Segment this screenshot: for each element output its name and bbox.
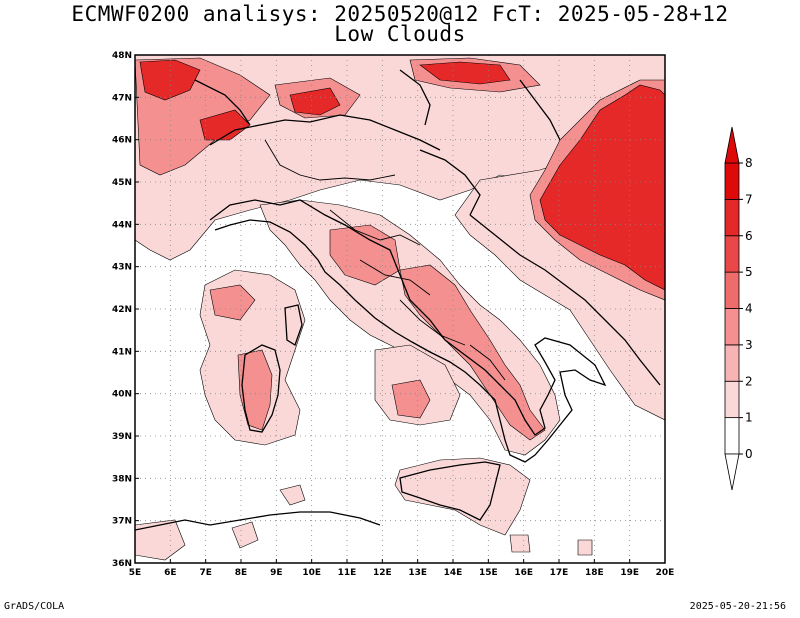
longitude-labels: 5E 6E 7E 8E 9E 10E 11E 12E 13E 14E 15E 16E 17E 18E 19E… — [129, 559, 675, 578]
lat-tick-label: 40N — [112, 390, 132, 400]
colorbar-segment — [724, 380, 740, 419]
lon-tick-label: 20E — [656, 568, 675, 578]
lat-tick-label: 38N — [112, 474, 132, 484]
colorbar-label: 3 — [745, 338, 753, 352]
colorbar-segment — [724, 308, 740, 346]
colorbar-label: 4 — [745, 302, 753, 316]
colorbar-label: 1 — [745, 411, 753, 425]
lon-tick-label: 11E — [338, 568, 357, 578]
lon-tick-label: 8E — [235, 568, 247, 578]
colorbar-segment — [724, 271, 740, 309]
lat-tick-label: 46N — [112, 136, 132, 146]
colorbar-min-arrow — [724, 453, 740, 491]
lon-tick-label: 10E — [302, 568, 321, 578]
colorbar-label: 6 — [745, 229, 753, 243]
lon-tick-label: 19E — [620, 568, 639, 578]
footer-software-label: GrADS/COLA — [4, 601, 65, 612]
lon-tick-label: 14E — [444, 568, 463, 578]
colorbar-label: 8 — [745, 156, 753, 170]
colorbar-segment — [724, 162, 740, 200]
cloud-level-6 — [139, 59, 665, 291]
chart-title-line2: Low Clouds — [334, 22, 466, 46]
colorbar-segment — [724, 198, 740, 237]
lat-tick-label: 48N — [112, 51, 132, 61]
colorbar-segment — [724, 235, 740, 273]
lon-tick-label: 6E — [164, 568, 176, 578]
lat-tick-label: 36N — [112, 559, 132, 569]
lon-tick-label: 7E — [199, 568, 211, 578]
lon-tick-label: 5E — [129, 568, 141, 578]
lon-tick-label: 9E — [270, 568, 282, 578]
coastlines — [135, 69, 661, 531]
colorbar-label: 7 — [745, 192, 753, 206]
latitude-labels: 36N 37N 38N 39N 40N 41N 42N 43N 44N 45N 46N 47N 48N — [112, 51, 139, 569]
lat-tick-label: 41N — [112, 347, 132, 357]
colorbar-label: 0 — [745, 447, 753, 461]
lon-tick-label: 12E — [373, 568, 392, 578]
lon-tick-label: 15E — [479, 568, 498, 578]
lat-tick-label: 44N — [112, 220, 132, 230]
lon-tick-label: 18E — [585, 568, 604, 578]
colorbar-segment — [724, 344, 740, 382]
chart-title-line1: ECMWF0200 analisys: 20250520@12 FcT: 202… — [71, 2, 729, 26]
lat-tick-label: 39N — [112, 432, 132, 442]
lon-tick-label: 16E — [514, 568, 533, 578]
regional-borders — [264, 139, 506, 381]
colorbar-segment — [724, 417, 740, 455]
cloud-field — [135, 55, 665, 561]
colorbar-label: 2 — [745, 374, 753, 388]
colorbar-max-arrow — [724, 126, 740, 164]
lat-tick-label: 43N — [112, 263, 132, 273]
lat-tick-label: 42N — [112, 305, 132, 315]
colorbar-label: 5 — [745, 265, 753, 279]
lon-tick-label: 17E — [550, 568, 569, 578]
colorbar: 0 1 2 3 4 5 6 7 8 — [724, 126, 753, 491]
lat-tick-label: 37N — [112, 517, 132, 527]
lat-tick-label: 47N — [112, 93, 132, 103]
lat-tick-label: 45N — [112, 178, 132, 188]
footer-timestamp: 2025-05-20-21:56 — [689, 601, 786, 612]
lon-tick-label: 13E — [408, 568, 427, 578]
